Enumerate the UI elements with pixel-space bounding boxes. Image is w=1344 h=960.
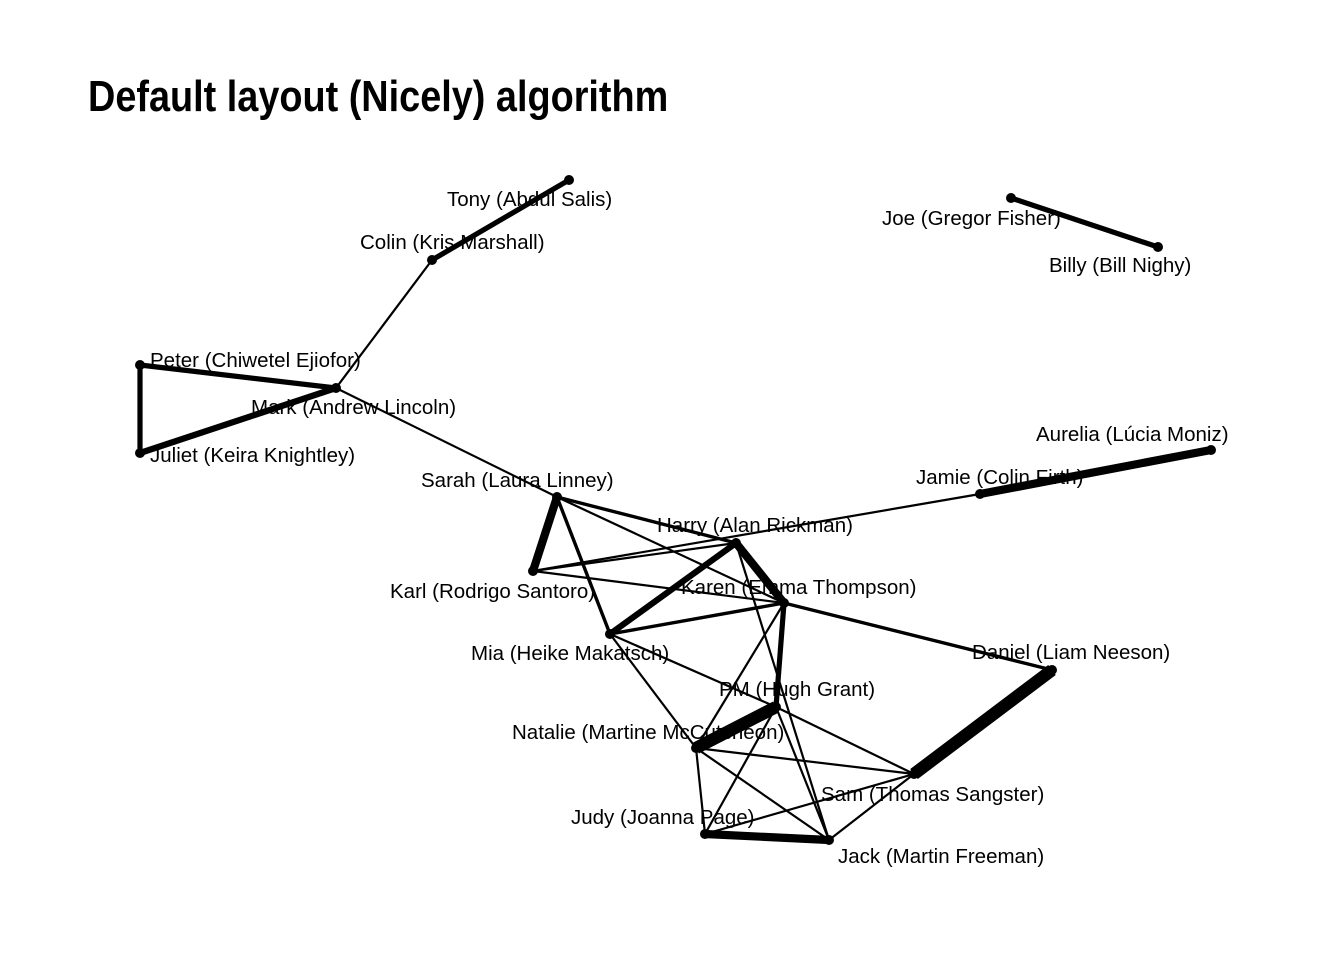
edge-natalie-judy bbox=[694, 747, 707, 835]
edge-mark-sarah bbox=[335, 387, 558, 498]
edge-jamie-karl bbox=[532, 492, 981, 573]
node-label-harry: Harry (Alan Rickman) bbox=[657, 514, 853, 537]
node-label-sam: Sam (Thomas Sangster) bbox=[821, 783, 1044, 806]
edge-sarah-karen bbox=[556, 496, 785, 604]
node-label-peter: Peter (Chiwetel Ejiofor) bbox=[150, 349, 361, 372]
node-label-joe: Joe (Gregor Fisher) bbox=[882, 207, 1061, 230]
node-label-mark: Mark (Andrew Lincoln) bbox=[251, 396, 456, 419]
node-colin bbox=[427, 255, 437, 265]
edge-sarah-mia bbox=[555, 496, 612, 635]
node-karen bbox=[779, 598, 789, 608]
edge-sarah-harry bbox=[556, 495, 737, 545]
edge-aurelia-jamie bbox=[979, 445, 1212, 499]
page-title: Default layout (Nicely) algorithm bbox=[88, 72, 669, 121]
edge-harry-karl bbox=[532, 541, 737, 573]
edge-karen-daniel bbox=[783, 601, 1053, 672]
node-tony bbox=[564, 175, 574, 185]
edge-karl-karen bbox=[532, 569, 785, 605]
node-label-karl: Karl (Rodrigo Santoro) bbox=[390, 580, 595, 603]
node-label-natalie: Natalie (Martine McCutcheon) bbox=[512, 721, 784, 744]
edge-harry-karen bbox=[732, 540, 788, 606]
node-label-billy: Billy (Bill Nighy) bbox=[1049, 254, 1191, 277]
edge-juliet-mark bbox=[139, 385, 337, 456]
node-daniel bbox=[1047, 665, 1057, 675]
node-sam bbox=[909, 769, 919, 779]
node-judy bbox=[700, 829, 710, 839]
edge-layer bbox=[137, 177, 1212, 845]
node-billy bbox=[1153, 242, 1163, 252]
node-label-aurelia: Aurelia (Lúcia Moniz) bbox=[1036, 423, 1229, 446]
node-label-mia: Mia (Heike Makatsch) bbox=[471, 642, 669, 665]
node-label-tony: Tony (Abdul Salis) bbox=[447, 188, 612, 211]
node-mark bbox=[331, 383, 341, 393]
node-label-juliet: Juliet (Keira Knightley) bbox=[150, 444, 355, 467]
node-layer bbox=[135, 175, 1216, 845]
node-label-jamie: Jamie (Colin Firth) bbox=[916, 466, 1083, 489]
edge-natalie-jack bbox=[695, 747, 830, 841]
edge-karen-pm bbox=[773, 602, 787, 708]
edge-natalie-sam bbox=[695, 746, 915, 776]
node-peter bbox=[135, 360, 145, 370]
edge-peter-mark bbox=[139, 362, 337, 391]
label-layer: Tony (Abdul Salis) Colin (Kris Marshall) J… bbox=[150, 188, 1229, 868]
edge-pm-sam bbox=[775, 706, 915, 775]
node-label-jack: Jack (Martin Freeman) bbox=[838, 845, 1044, 868]
edge-judy-jack bbox=[704, 829, 830, 845]
edge-tony-colin bbox=[430, 177, 571, 263]
node-joe bbox=[1006, 193, 1016, 203]
node-jamie bbox=[975, 489, 985, 499]
edge-mia-natalie bbox=[609, 633, 697, 749]
edge-karen-mia bbox=[609, 601, 785, 636]
node-aurelia bbox=[1206, 445, 1216, 455]
node-harry bbox=[731, 538, 741, 548]
node-sarah bbox=[552, 492, 562, 502]
edge-harry-jack bbox=[734, 542, 831, 841]
node-jack bbox=[824, 835, 834, 845]
edge-colin-mark bbox=[335, 259, 433, 389]
edge-joe-billy bbox=[1010, 195, 1159, 250]
node-karl bbox=[528, 566, 538, 576]
edge-pm-jack bbox=[774, 706, 831, 841]
node-label-daniel: Daniel (Liam Neeson) bbox=[972, 641, 1170, 664]
node-pm bbox=[771, 702, 781, 712]
edge-sarah-karl bbox=[529, 495, 561, 573]
node-label-karen: Karen (Emma Thompson) bbox=[681, 576, 916, 599]
node-juliet bbox=[135, 448, 145, 458]
node-label-judy: Judy (Joanna Page) bbox=[571, 806, 754, 829]
node-label-colin: Colin (Kris Marshall) bbox=[360, 231, 545, 254]
node-label-pm: PM (Hugh Grant) bbox=[719, 678, 875, 701]
edge-sam-jack bbox=[828, 773, 915, 841]
edge-mia-pm bbox=[609, 632, 777, 709]
node-mia bbox=[605, 629, 615, 639]
edge-daniel-sam bbox=[910, 665, 1056, 779]
edge-karen-natalie bbox=[695, 602, 785, 749]
node-label-sarah: Sarah (Laura Linney) bbox=[421, 469, 614, 492]
edge-pm-natalie bbox=[693, 701, 779, 754]
node-natalie bbox=[691, 743, 701, 753]
edge-judy-sam bbox=[704, 772, 915, 836]
edge-pm-judy bbox=[704, 706, 777, 835]
